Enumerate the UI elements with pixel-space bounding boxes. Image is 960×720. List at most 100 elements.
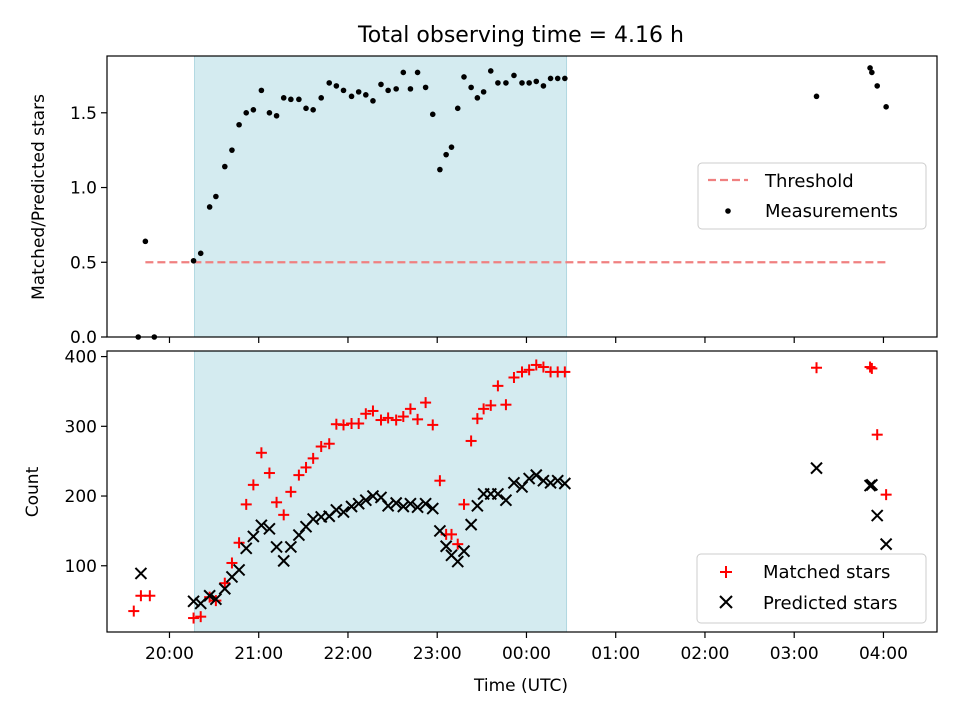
matched-star-point <box>478 403 490 415</box>
measurement-point <box>474 95 481 101</box>
count-plot-frame <box>106 350 938 633</box>
ratio-y-tick-label: 1.0 <box>70 179 97 199</box>
matched-star-point <box>233 537 245 549</box>
measurement-point <box>443 151 449 158</box>
matched-star-point <box>420 397 432 409</box>
predicted-star-point <box>451 555 464 568</box>
matched-star-point <box>278 509 290 521</box>
matched-star-point <box>271 496 283 508</box>
predicted-star-point <box>330 503 343 517</box>
measurement-point <box>526 80 532 86</box>
measurement-point <box>813 93 820 100</box>
count-x-tick-label: 02:00 <box>680 644 729 664</box>
measurement-point <box>348 93 355 100</box>
measurement-point <box>206 204 213 210</box>
measurement-point <box>250 107 257 113</box>
matched-star-point <box>315 441 327 453</box>
matched-star-point <box>240 498 252 510</box>
matched-star-point <box>367 405 379 417</box>
matched-star-point <box>516 366 528 378</box>
predicted-star-point <box>471 499 484 513</box>
count-y-tick-label: 400 <box>65 348 97 368</box>
count-x-tick-label: 01:00 <box>591 644 640 664</box>
measurement-point <box>554 75 561 82</box>
count-x-tick-label: 00:00 <box>502 644 551 664</box>
matched-star-point <box>128 605 140 617</box>
matched-star-point <box>500 399 512 411</box>
matched-star-point <box>445 528 457 540</box>
count-x-tick-label: 04:00 <box>859 644 908 664</box>
count-x-tick-label: 03:00 <box>770 644 819 664</box>
matched-star-point <box>397 411 409 423</box>
predicted-star-point <box>240 542 253 555</box>
matched-star-point <box>293 469 305 481</box>
ratio-y-tick-label: 1.5 <box>70 104 97 124</box>
matched-star-point <box>427 419 439 431</box>
predicted-star-point <box>530 468 543 482</box>
count-shaded-interval <box>194 350 568 633</box>
matched-star-point <box>452 538 464 550</box>
matched-star-point <box>300 461 312 473</box>
ratio-y-tick-label: 0.0 <box>70 328 97 348</box>
measurement-point <box>393 86 399 92</box>
measurement-point <box>547 75 554 82</box>
measurement-point <box>429 111 436 118</box>
measurement-point <box>883 104 889 110</box>
ratio-legend: Threshold Measurements <box>697 162 927 230</box>
matched-star-point <box>188 612 200 624</box>
matched-star-point <box>382 412 394 424</box>
ratio-y-tick-label: 0.5 <box>70 253 97 273</box>
measurement-point <box>243 109 250 116</box>
matched-star-point <box>323 438 335 450</box>
measurement-point <box>318 95 324 101</box>
matched-star-point <box>219 577 231 589</box>
matched-star-point <box>811 362 823 374</box>
predicted-star-point <box>558 477 572 490</box>
predicted-star-point <box>277 554 290 568</box>
predicted-star-point <box>247 530 260 543</box>
matched-star-point <box>492 380 504 392</box>
measurement-point <box>229 147 235 153</box>
predicted-star-point <box>870 509 884 522</box>
predicted-star-point <box>203 589 216 602</box>
matched-star-point <box>226 557 238 569</box>
count-x-tick-label: 22:00 <box>323 644 372 664</box>
predicted-star-point <box>255 519 268 532</box>
matched-star-point <box>864 361 876 373</box>
measurement-point <box>333 83 340 89</box>
predicted-star-point <box>397 500 410 513</box>
measurement-point <box>867 65 873 71</box>
measurement-point <box>468 84 474 91</box>
count-x-tick-label: 21:00 <box>234 644 283 664</box>
matched-star-point <box>458 498 470 510</box>
predicted-star-point <box>389 496 403 510</box>
count-y-tick-label: 300 <box>65 417 97 437</box>
measurement-point <box>495 80 501 86</box>
measurement-point <box>874 83 881 89</box>
measurement-point <box>370 98 376 104</box>
matched-star-point <box>530 359 542 371</box>
measurement-point <box>326 80 333 86</box>
predicted-star-point <box>522 472 536 485</box>
predicted-star-point <box>404 497 417 510</box>
matched-star-point <box>144 590 156 602</box>
measurement-point <box>280 95 287 101</box>
matched-star-point <box>485 399 497 411</box>
predicted-star-point <box>209 593 223 606</box>
predicted-star-point <box>381 499 395 513</box>
count-x-tick-label: 20:00 <box>145 644 194 664</box>
measurement-point <box>540 83 547 89</box>
count-panel: 100 200 300 400 20:00 21:00 22:00 23:00 00:00 01:… <box>23 348 938 696</box>
measurement-point <box>378 81 384 88</box>
matched-star-point <box>390 414 402 426</box>
measurement-point <box>385 87 391 94</box>
predicted-star-point <box>218 582 232 595</box>
matched-star-point <box>404 403 416 415</box>
matched-star-point <box>880 489 892 501</box>
measurement-point <box>448 144 455 150</box>
measurement-point <box>213 193 219 200</box>
count-x-axis-label: Time (UTC) <box>473 676 568 696</box>
measurement-point <box>454 105 461 112</box>
measurement-point <box>503 80 509 86</box>
